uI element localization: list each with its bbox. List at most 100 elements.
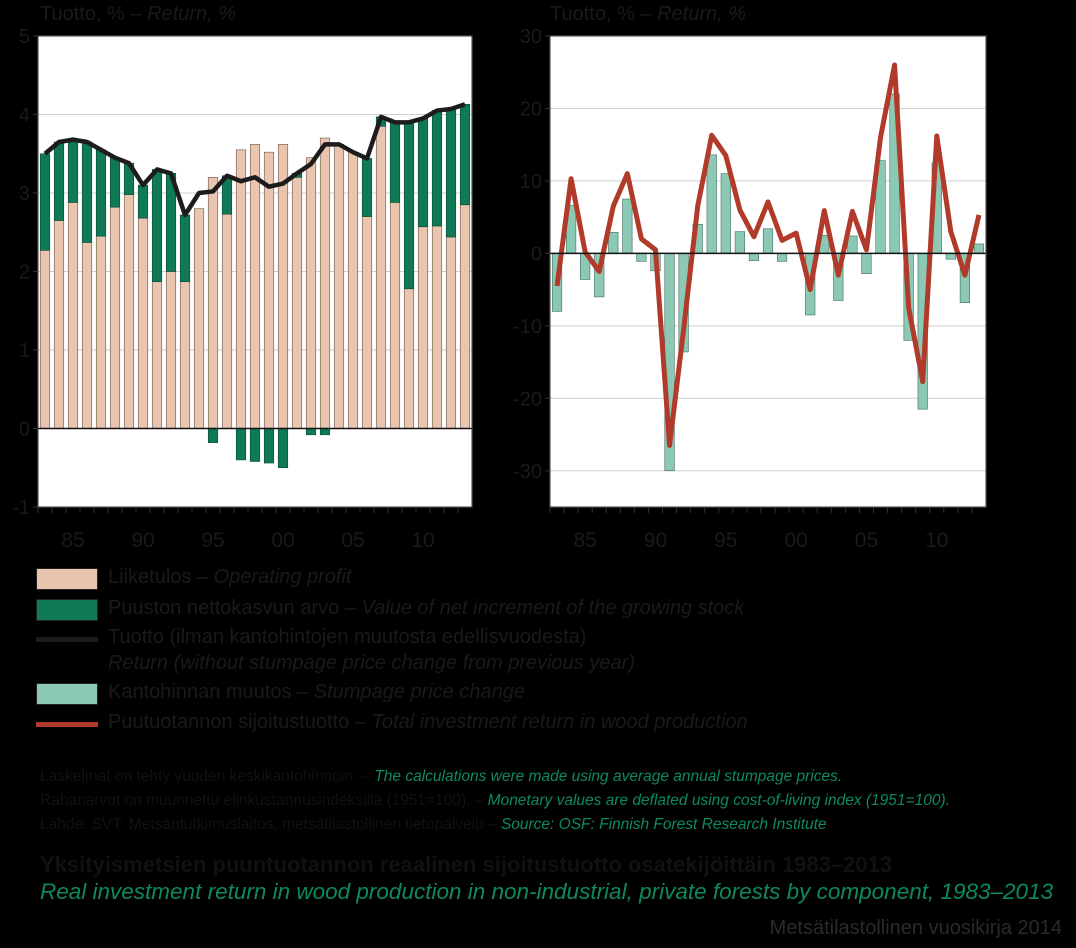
footnote-en: Monetary values are deflated using cost-… [487, 792, 950, 809]
y-axis-title: Tuotto, % – Return, % [40, 3, 236, 25]
legend-label-fi: Puuston nettokasvun arvo – [108, 597, 362, 619]
x-tick-label: 90 [131, 529, 154, 552]
bar-stumpage-change [706, 154, 717, 254]
y-tick-label: 10 [520, 171, 542, 193]
bar-net-increment [263, 428, 275, 464]
bar-stumpage-change [762, 228, 774, 254]
bar-operating-profit [319, 137, 331, 429]
x-tick-label: 95 [714, 529, 737, 552]
bar-operating-profit [403, 288, 415, 429]
y-axis-title-fi: Tuotto, % – [40, 3, 147, 25]
y-tick-label: 20 [520, 98, 542, 120]
bar-net-increment [179, 214, 191, 283]
bar-net-increment [67, 139, 79, 203]
bar-operating-profit [53, 220, 65, 429]
line-total-return [554, 62, 982, 448]
footnote-fi: Lähde: SVT: Metsäntutkimuslaitos, metsät… [40, 816, 501, 833]
bar-operating-profit [389, 202, 401, 429]
bar-operating-profit [459, 204, 471, 429]
bar-net-increment [417, 118, 429, 228]
footnote-fi: Laskelmat on tehty vuoden keskikantohinn… [40, 768, 375, 785]
bar-net-increment [249, 428, 261, 462]
figure-title-fi: Yksityismetsien puuntuotannon reaalinen … [40, 852, 893, 877]
bar-stumpage-change [861, 253, 872, 274]
bar-operating-profit [151, 281, 163, 429]
y-tick-label: -20 [513, 388, 542, 410]
y-axis-title-fi: Tuotto, % – [550, 3, 657, 25]
bar-stumpage-change [973, 243, 985, 254]
bar-net-increment [459, 103, 471, 206]
plot-frame [549, 35, 987, 508]
bar-operating-profit [179, 281, 191, 429]
bar-net-increment [235, 428, 247, 461]
bar-operating-profit [249, 144, 261, 429]
bar-stumpage-change [636, 253, 647, 262]
x-tick-label: 00 [271, 529, 294, 552]
bar-operating-profit [291, 177, 303, 429]
y-axis-title-en: Return, % [147, 3, 236, 25]
y-tick-label: 1 [19, 340, 30, 362]
bar-operating-profit [221, 213, 233, 429]
y-tick-label: -30 [513, 461, 542, 483]
legend-label-en: Operating profit [213, 566, 352, 588]
bar-net-increment [403, 122, 415, 290]
bar-stumpage-change [776, 253, 788, 262]
bar-stumpage-change [734, 231, 745, 254]
bar-operating-profit [431, 225, 443, 429]
bar-net-increment [305, 428, 317, 436]
x-tick-label: 10 [411, 529, 434, 552]
legend-line-return [36, 637, 98, 642]
bar-net-increment [319, 428, 331, 436]
x-tick-label: 85 [573, 529, 596, 552]
legend-swatch-operating-profit [36, 568, 98, 590]
bar-net-increment [277, 428, 289, 469]
bar-operating-profit [417, 226, 429, 429]
footnote-fi: Rahanarvot on muunnettu elinkustannusind… [40, 792, 488, 809]
footnote: Laskelmat on tehty vuoden keskikantohinn… [40, 765, 950, 789]
bar-net-increment [53, 141, 65, 221]
y-tick-label: 2 [19, 262, 30, 284]
chart-panel-1 [33, 35, 473, 513]
legend-swatch-net-increment [36, 599, 98, 621]
bar-net-increment [109, 157, 121, 208]
bar-net-increment [207, 428, 219, 443]
bar-net-increment [39, 153, 51, 251]
bar-operating-profit [207, 177, 219, 429]
x-tick-label: 90 [644, 529, 667, 552]
bar-operating-profit [263, 151, 275, 429]
bar-operating-profit [81, 242, 93, 429]
y-axis-title: Tuotto, % – Return, % [550, 3, 746, 25]
legend-swatch-stumpage-change [36, 683, 98, 705]
bar-operating-profit [375, 125, 387, 429]
legend-label-fi: Tuotto (ilman kantohintojen muutosta ede… [108, 626, 587, 648]
bar-net-increment [361, 158, 373, 217]
legend-label-fi: Liiketulos – [108, 566, 214, 588]
legend-label-fi: Puutuotannon sijoitustuotto – [108, 711, 372, 733]
bar-net-increment [137, 184, 149, 219]
bar-stumpage-change [720, 173, 731, 254]
x-tick-label: 00 [784, 529, 807, 552]
bar-operating-profit [347, 151, 359, 429]
legend-label-fi: Kantohinnan muutos – [108, 681, 314, 703]
bar-net-increment [95, 149, 107, 237]
footnotes: Laskelmat on tehty vuoden keskikantohinn… [40, 765, 950, 837]
bar-stumpage-change [622, 198, 633, 254]
legend-label-en: Return (without stumpage price change fr… [108, 652, 635, 674]
x-tick-label: 85 [61, 529, 84, 552]
bar-operating-profit [39, 250, 51, 429]
bar-net-increment [81, 141, 93, 243]
y-tick-label: -1 [12, 497, 30, 519]
bar-operating-profit [193, 208, 205, 429]
y-tick-label: 4 [19, 105, 30, 127]
x-tick-label: 05 [855, 529, 878, 552]
footnote-en: The calculations were made using average… [374, 768, 843, 785]
line-return [43, 102, 466, 218]
bar-operating-profit [165, 271, 177, 429]
y-tick-label: -10 [513, 316, 542, 338]
footnote-en: Source: OSF: Finnish Forest Research Ins… [500, 816, 827, 833]
x-tick-label: 95 [201, 529, 224, 552]
yearbook-name: Metsätilastollinen vuosikirja 2014 [769, 917, 1062, 939]
bar-operating-profit [137, 217, 149, 429]
bar-net-increment [431, 110, 443, 227]
